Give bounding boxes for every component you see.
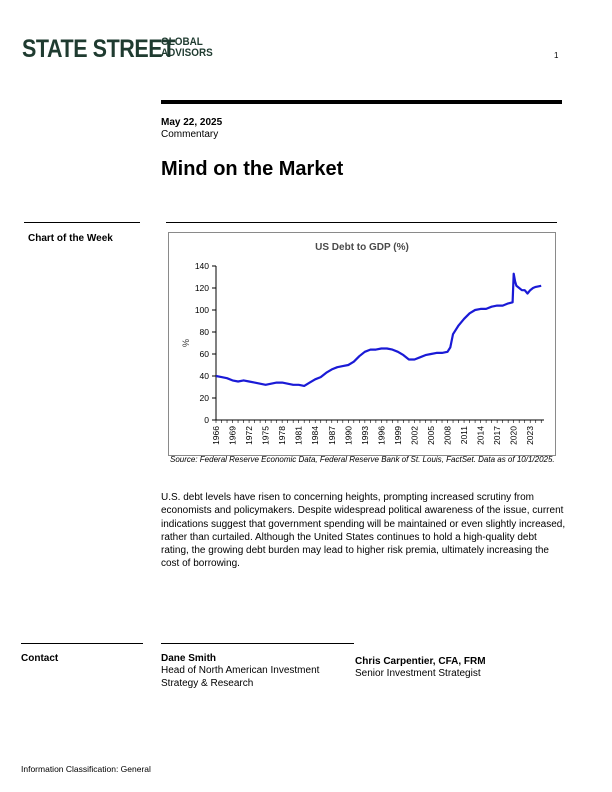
y-tick-label: 40	[200, 371, 210, 381]
header-divider	[161, 100, 562, 104]
brand-logo-wordmark: STATE STREET	[22, 35, 175, 63]
section-divider-right	[166, 222, 557, 223]
x-tick-label: 2008	[443, 426, 453, 445]
contact-divider-right	[161, 643, 354, 644]
contact-name: Dane Smith	[161, 653, 217, 664]
page-title: Mind on the Market	[161, 158, 344, 180]
logo-sub-line-2: ADVISORS	[161, 47, 213, 59]
chart-container: US Debt to GDP (%) % 0 20 40 60 80 100 120 140 …	[168, 232, 556, 456]
contact-divider-left	[21, 643, 143, 644]
x-tick-label: 2011	[459, 426, 469, 445]
x-tick-label: 1966	[211, 426, 221, 445]
x-tick-label: 1972	[244, 426, 254, 445]
logo-sub-line-1: GLOBAL	[161, 36, 203, 48]
x-tick-label: 2020	[509, 426, 519, 445]
x-tick-label: 1975	[261, 426, 271, 445]
x-tick-label: 2002	[409, 426, 419, 445]
y-axis-ticks: 0 20 40 60 80 100 120 140	[195, 261, 216, 425]
contact-name: Chris Carpentier, CFA, FRM	[355, 656, 486, 667]
debt-to-gdp-chart: US Debt to GDP (%) % 020406080100120140 …	[181, 242, 544, 445]
series-line-debt-to-gdp	[215, 272, 542, 387]
x-tick-label: 1978	[277, 426, 287, 445]
contact-section-label: Contact	[21, 653, 59, 664]
contact-role-line-1: Head of North American Investment	[161, 665, 320, 676]
y-tick-label: 120	[195, 283, 209, 293]
contact-role-line-1: Senior Investment Strategist	[355, 668, 481, 679]
x-tick-label: 1993	[360, 426, 370, 445]
y-tick-label: 100	[195, 305, 209, 315]
publication-date: May 22, 2025	[161, 117, 223, 128]
x-tick-label: 2017	[492, 426, 502, 445]
x-tick-label: 2005	[426, 426, 436, 445]
chart-section-label: Chart of the Week	[28, 233, 113, 244]
brand-logo-subtitle: GLOBAL ADVISORS	[161, 37, 213, 59]
x-tick-label: 1984	[310, 426, 320, 445]
x-tick-label: 2014	[476, 426, 486, 445]
x-tick-label: 2023	[525, 426, 535, 445]
section-divider-left	[24, 222, 140, 223]
contact-card: Chris Carpentier, CFA, FRM Senior Invest…	[355, 656, 486, 680]
page-number: 1	[554, 51, 559, 60]
x-tick-label: 1990	[343, 426, 353, 445]
chart-source-note: Source: Federal Reserve Economic Data, F…	[170, 455, 555, 464]
commentary-paragraph: U.S. debt levels have risen to concernin…	[161, 492, 566, 570]
x-axis-ticks: 1966 1969 1972 1975 1978 1981 1984 1987 1990 1993…	[211, 420, 542, 445]
x-tick-label: 1981	[294, 426, 304, 445]
y-tick-label: 60	[200, 349, 210, 359]
x-tick-label: 1996	[376, 426, 386, 445]
chart-axes	[215, 266, 544, 421]
chart-title: US Debt to GDP (%)	[315, 242, 409, 253]
x-tick-label: 1999	[393, 426, 403, 445]
y-tick-label: 20	[200, 393, 210, 403]
contact-role-line-2: Strategy & Research	[161, 678, 254, 690]
y-tick-label: 0	[204, 415, 209, 425]
x-tick-label: 1969	[228, 426, 238, 445]
y-tick-label: 80	[200, 327, 210, 337]
y-tick-label: 140	[195, 261, 209, 271]
contact-card: Dane Smith Head of North American Invest…	[161, 653, 319, 691]
y-axis-label: %	[181, 339, 191, 347]
document-category: Commentary	[161, 129, 219, 140]
x-tick-label: 1987	[327, 426, 337, 445]
information-classification: Information Classification: General	[21, 764, 151, 774]
